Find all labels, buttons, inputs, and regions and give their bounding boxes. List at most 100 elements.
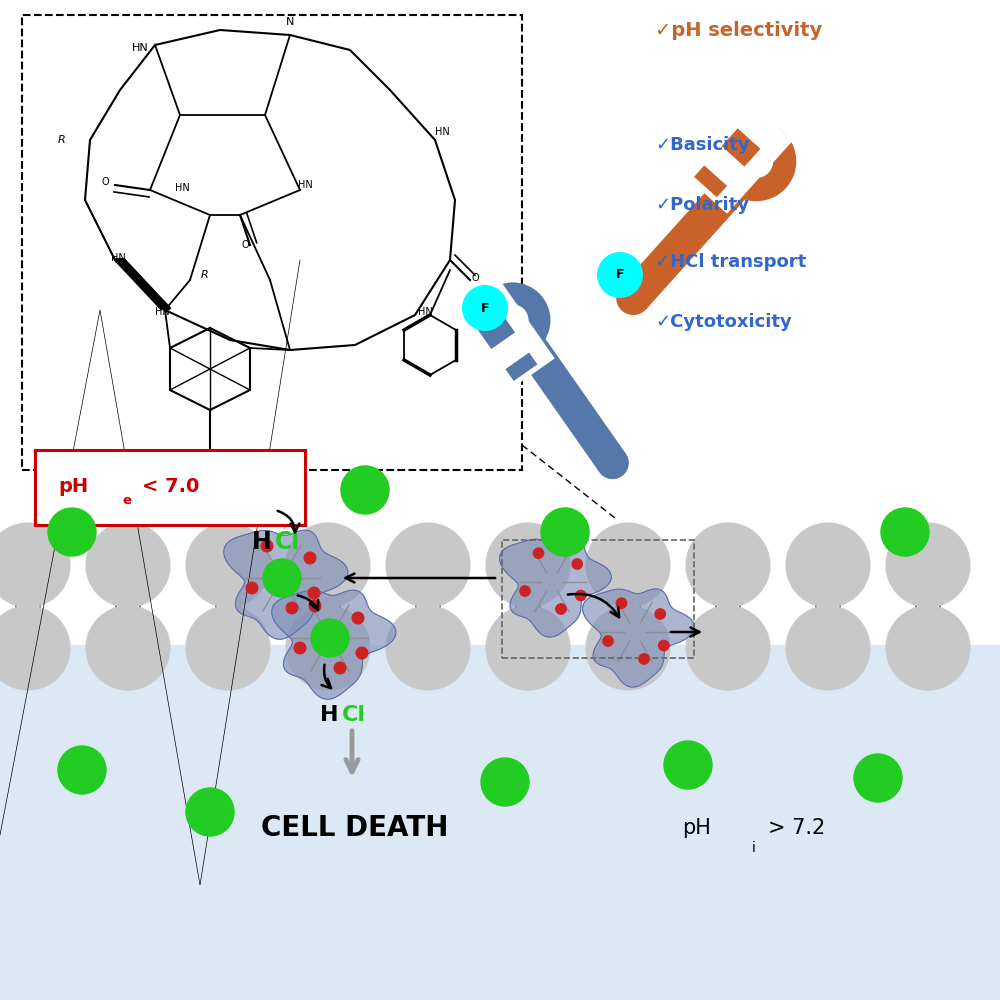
Circle shape [58,746,106,794]
Text: ✓pH selectivity: ✓pH selectivity [655,21,822,40]
Circle shape [616,597,627,609]
Text: HN: HN [418,307,432,317]
Bar [502,540,694,658]
Circle shape [586,606,670,690]
Bar [0,645,1000,1000]
Circle shape [616,281,650,315]
Circle shape [86,523,170,607]
Circle shape [303,552,316,564]
Circle shape [586,523,670,607]
Circle shape [786,523,870,607]
Bar [22,15,522,470]
Polygon shape [505,353,537,381]
Circle shape [0,606,70,690]
Circle shape [286,523,370,607]
Text: HN: HN [175,183,189,193]
Circle shape [571,558,583,570]
Circle shape [246,582,258,594]
Circle shape [881,508,929,556]
Text: Cl: Cl [342,705,366,725]
Circle shape [286,606,370,690]
Circle shape [462,285,508,331]
Circle shape [386,523,470,607]
Text: ✓Cytotoxicity: ✓Cytotoxicity [655,313,792,331]
Circle shape [497,304,529,336]
Text: ✓HCl transport: ✓HCl transport [655,253,806,271]
Text: < 7.0: < 7.0 [142,478,199,496]
Circle shape [686,606,770,690]
Text: HN: HN [155,307,169,317]
Circle shape [519,585,531,597]
Text: pH: pH [58,478,88,496]
Circle shape [386,606,470,690]
Polygon shape [478,314,515,349]
Text: F: F [481,302,489,314]
Circle shape [886,606,970,690]
Text: HN: HN [132,43,148,53]
Text: HN: HN [435,127,449,137]
Circle shape [355,647,368,660]
Circle shape [575,590,587,601]
Text: ✓Basicity: ✓Basicity [655,136,750,154]
Polygon shape [512,328,626,472]
Polygon shape [224,530,348,639]
Polygon shape [500,539,611,637]
Circle shape [186,788,234,836]
Circle shape [486,523,570,607]
Circle shape [658,640,670,651]
Text: O: O [101,177,109,187]
Circle shape [263,559,301,597]
Text: R: R [58,135,66,145]
Text: e: e [122,493,131,506]
Circle shape [48,508,96,556]
Polygon shape [583,589,694,687]
Text: O: O [471,273,479,283]
Circle shape [597,252,643,298]
Text: > 7.2: > 7.2 [768,818,825,838]
Text: i: i [752,841,756,855]
Text: N: N [286,17,294,27]
Circle shape [0,523,70,607]
Circle shape [307,586,320,600]
Circle shape [186,523,270,607]
Polygon shape [694,165,727,197]
Circle shape [716,121,796,201]
Circle shape [486,606,570,690]
Circle shape [555,603,567,615]
Circle shape [341,466,389,514]
Circle shape [654,608,666,620]
Circle shape [475,282,550,358]
Circle shape [86,606,170,690]
Circle shape [308,599,322,612]
Circle shape [854,754,902,802]
Polygon shape [457,282,555,389]
Circle shape [686,523,770,607]
Circle shape [596,447,629,479]
Polygon shape [621,166,754,309]
Text: H: H [252,530,272,554]
Circle shape [481,758,529,806]
Text: Cl: Cl [275,530,300,554]
Circle shape [664,741,712,789]
Circle shape [260,540,274,552]
Text: HN: HN [298,180,312,190]
Text: ✓Polarity: ✓Polarity [655,196,749,214]
Circle shape [786,606,870,690]
Circle shape [740,145,773,178]
Text: O: O [241,240,249,250]
Text: HN: HN [111,253,125,263]
Circle shape [334,662,347,674]
Circle shape [311,619,349,657]
Circle shape [602,635,614,647]
Text: CELL DEATH: CELL DEATH [261,814,449,842]
Text: pH: pH [682,818,711,838]
Text: R: R [201,270,209,280]
Circle shape [286,601,298,614]
Circle shape [186,606,270,690]
Circle shape [533,547,544,559]
Text: F: F [616,268,624,282]
Circle shape [294,642,306,654]
Polygon shape [722,128,760,167]
Polygon shape [685,102,793,214]
Polygon shape [272,590,396,699]
